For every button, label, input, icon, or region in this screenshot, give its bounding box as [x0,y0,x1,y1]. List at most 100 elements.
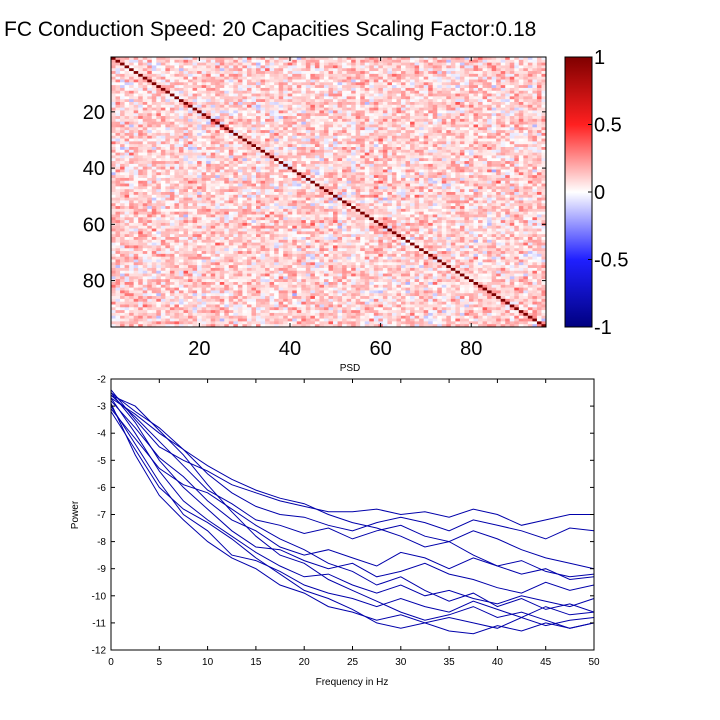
heatmap-cell [142,116,148,120]
heatmap-cell [301,79,307,83]
heatmap-cell [473,147,479,151]
heatmap-cell [441,189,447,193]
heatmap-cell [120,62,125,66]
heatmap-cell [532,158,538,162]
heatmap-cell [378,152,384,156]
heatmap-cell [464,172,470,176]
heatmap-cell [487,71,492,75]
heatmap-cell [419,90,424,94]
heatmap-cell [414,107,420,111]
heatmap-cell [518,169,524,173]
heatmap-cell [151,177,157,182]
heatmap-cell [509,116,515,120]
heatmap-cell [242,183,248,187]
heatmap-cell [369,163,375,167]
heatmap-cell [120,79,125,83]
heatmap-cell [296,194,302,198]
heatmap-cell [414,186,420,190]
heatmap-cell [111,197,116,201]
heatmap-cell [518,110,524,114]
heatmap-cell [455,169,461,173]
heatmap-cell [206,144,211,148]
heatmap-cell [446,155,452,159]
heatmap-cell [215,180,221,184]
heatmap-cell [437,57,443,61]
heatmap-cell [133,102,139,106]
heatmap-cell [387,71,393,75]
heatmap-cell [505,177,511,182]
heatmap-cell [129,177,134,182]
heatmap-cell [459,186,465,190]
heatmap-cell [369,194,375,198]
heatmap-cell [183,163,189,167]
heatmap-cell [450,107,456,111]
heatmap-cell [342,152,347,156]
heatmap-cell [364,65,370,69]
heatmap-cell [197,62,202,66]
heatmap-cell [292,144,298,148]
heatmap-cell [378,93,384,97]
heatmap-cell [450,197,456,201]
heatmap-cell [342,90,347,94]
heatmap-cell [518,135,524,139]
heatmap-cell [219,130,225,134]
heatmap-cell [224,99,230,103]
heatmap-cell [396,183,402,187]
heatmap-cell [169,93,175,97]
heatmap-cell [219,107,225,111]
heatmap-cell [124,175,130,179]
heatmap-cell [305,175,311,179]
heatmap-cell [188,200,193,204]
heatmap-cell [188,172,193,176]
heatmap-cell [459,183,465,187]
heatmap-cell [373,68,379,72]
heatmap-cell [310,76,316,80]
heatmap-cell [260,93,266,97]
heatmap-cell [129,107,134,111]
heatmap-cell [197,121,202,125]
heatmap-cell [129,127,134,131]
heatmap-cell [260,149,266,153]
heatmap-cell [233,158,239,162]
heatmap-cell [151,189,157,193]
heatmap-cell [224,73,230,77]
heatmap-cell [532,62,538,66]
heatmap-cell [287,163,293,167]
heatmap-cell [441,65,447,69]
heatmap-cell [246,59,252,63]
heatmap-cell [441,147,447,151]
heatmap-cell [328,197,334,201]
heatmap-cell [369,169,375,173]
heatmap-cell [256,158,261,162]
heatmap-cell [151,102,157,106]
heatmap-cell [169,90,175,94]
heatmap-cell [432,149,438,153]
heatmap-cell [369,166,375,170]
heatmap-cell [428,127,434,131]
heatmap-cell [432,102,438,106]
heatmap-cell [242,118,248,122]
heatmap-cell [219,79,225,83]
heatmap-cell [482,177,488,182]
heatmap-cell [423,90,429,94]
heatmap-cell [514,73,520,77]
heatmap-cell [323,152,329,156]
heatmap-cell [378,124,384,128]
heatmap-cell [396,62,402,66]
heatmap-cell [278,172,284,176]
heatmap-cell [237,169,243,173]
heatmap-cell [301,57,307,61]
heatmap-cell [314,130,320,134]
heatmap-cell [401,71,406,75]
heatmap-cell [391,166,397,170]
heatmap-cell [283,141,289,145]
heatmap-cell [246,194,252,198]
heatmap-cell [201,57,207,61]
heatmap-cell [301,158,307,162]
heatmap-cell [323,71,329,75]
heatmap-cell [337,71,343,75]
heatmap-cell [437,96,443,100]
heatmap-cell [142,65,148,69]
heatmap-cell [473,138,479,142]
heatmap-cell [496,158,501,162]
